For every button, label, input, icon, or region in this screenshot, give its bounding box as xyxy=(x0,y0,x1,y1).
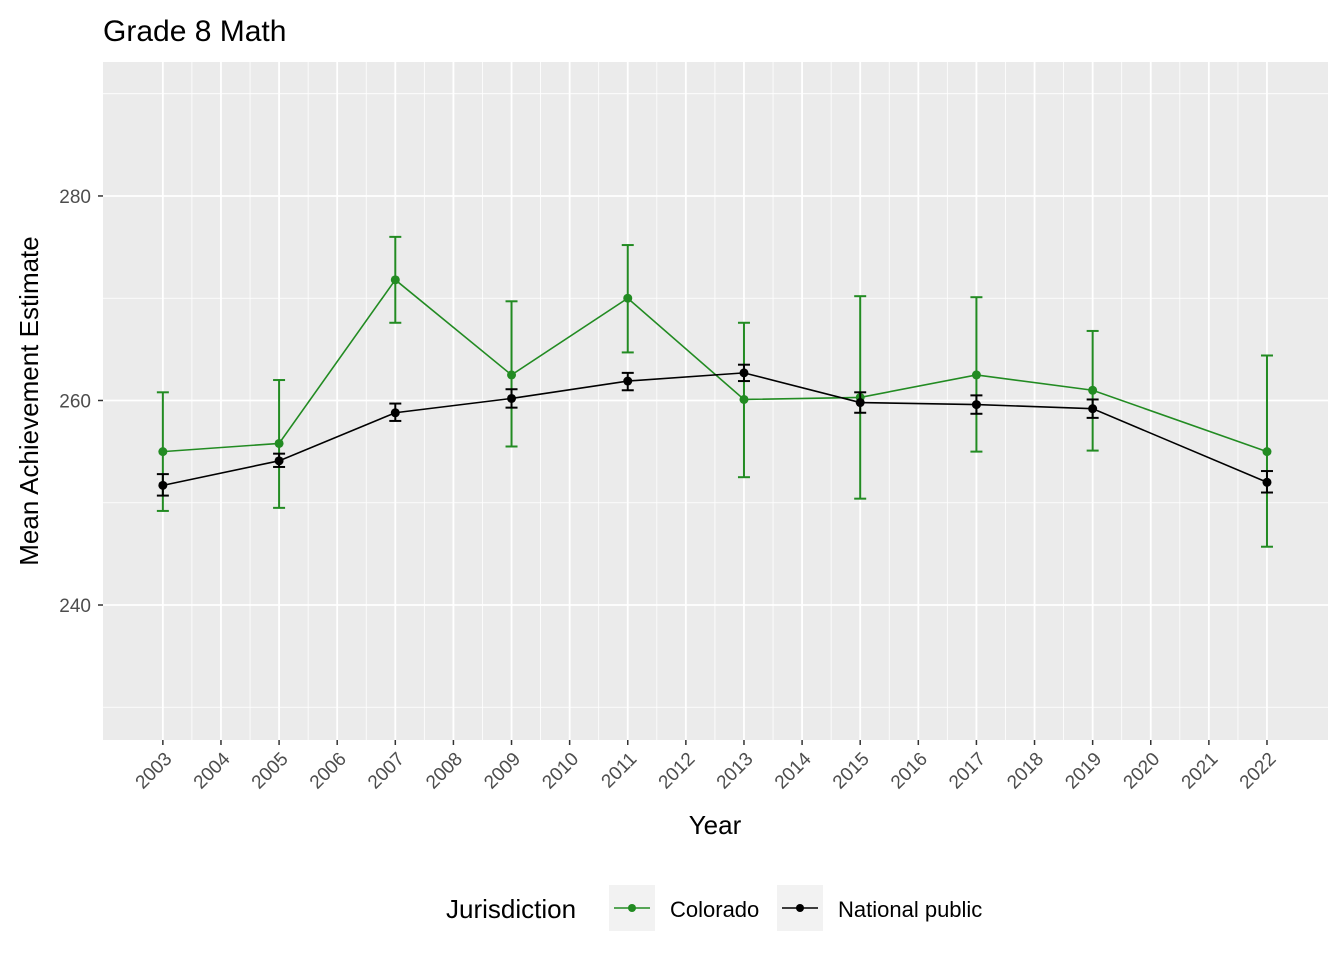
data-point-colorado xyxy=(1262,447,1272,457)
series-colorado xyxy=(156,235,1273,548)
chart-title: Grade 8 Math xyxy=(103,15,286,48)
y-axis-label: Mean Achievement Estimate xyxy=(14,236,44,566)
x-axis-label: Year xyxy=(689,810,742,840)
legend-label-colorado: Colorado xyxy=(670,897,759,922)
x-tick-label: 2017 xyxy=(945,749,990,794)
series-line-colorado xyxy=(162,278,1268,453)
data-point-colorado xyxy=(623,293,633,303)
x-tick-label: 2013 xyxy=(713,749,758,794)
x-tick-label: 2015 xyxy=(829,749,874,794)
data-marks xyxy=(156,235,1273,548)
x-tick-label: 2006 xyxy=(306,749,351,794)
x-tick-label: 2011 xyxy=(598,749,642,793)
data-point-colorado xyxy=(739,394,749,404)
y-tick-label: 260 xyxy=(59,391,91,412)
gridlines xyxy=(103,62,1328,740)
data-point-national-public xyxy=(1088,404,1098,414)
series-line-national-public xyxy=(162,372,1268,487)
data-point-national-public xyxy=(855,398,865,408)
data-point-national-public xyxy=(507,393,517,403)
legend-key-colorado xyxy=(628,904,636,912)
x-tick-label: 2003 xyxy=(132,749,177,794)
data-point-colorado xyxy=(390,275,400,285)
legend-label-national-public: National public xyxy=(838,897,982,922)
data-point-national-public xyxy=(274,456,284,466)
data-point-national-public xyxy=(623,376,633,386)
data-point-national-public xyxy=(739,368,749,378)
data-point-national-public xyxy=(390,408,400,418)
x-tick-label: 2016 xyxy=(887,749,932,794)
x-tick-label: 2019 xyxy=(1061,749,1106,794)
series-national-public xyxy=(156,363,1273,497)
data-point-national-public xyxy=(1262,477,1272,487)
data-point-national-public xyxy=(971,400,981,410)
x-tick-label: 2012 xyxy=(655,749,700,794)
x-tick-label: 2008 xyxy=(422,749,467,794)
data-point-colorado xyxy=(274,438,284,448)
x-tick-label: 2010 xyxy=(538,749,583,794)
legend-item-colorado: Colorado xyxy=(609,885,759,931)
x-tick-label: 2007 xyxy=(364,749,409,794)
x-axis: 2003 2004 2005 2006 2007 2008 2009 2010 2011 2012… xyxy=(132,740,1281,793)
legend-item-national-public: National public xyxy=(777,885,982,931)
x-tick-label: 2021 xyxy=(1178,749,1223,794)
data-point-national-public xyxy=(158,480,168,490)
data-point-colorado xyxy=(971,370,981,380)
legend-title: Jurisdiction xyxy=(446,894,576,924)
x-tick-label: 2004 xyxy=(190,748,235,793)
x-tick-label: 2018 xyxy=(1003,749,1048,794)
legend-key-national-public xyxy=(796,904,804,912)
y-axis: 240 260 280 xyxy=(59,187,103,617)
data-point-colorado xyxy=(158,447,168,457)
y-tick-label: 280 xyxy=(59,187,91,208)
y-tick-label: 240 xyxy=(59,596,91,617)
data-point-colorado xyxy=(1088,385,1098,395)
data-point-colorado xyxy=(507,370,517,380)
legend: Jurisdiction Colorado National public xyxy=(446,885,982,931)
x-tick-label: 2020 xyxy=(1120,749,1165,794)
x-tick-label: 2022 xyxy=(1236,749,1281,794)
x-tick-label: 2005 xyxy=(248,749,293,794)
x-tick-label: 2014 xyxy=(771,748,816,793)
x-tick-label: 2009 xyxy=(480,749,525,794)
